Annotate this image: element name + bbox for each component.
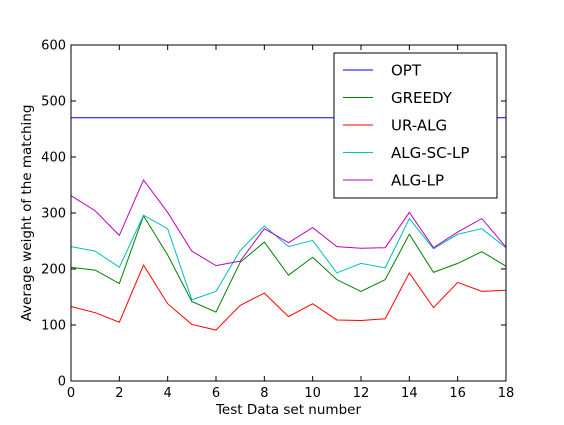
x-axis-label: Test Data set number (215, 402, 361, 418)
legend-entry: UR-ALG (343, 117, 447, 135)
legend-label: UR-ALG (391, 117, 447, 135)
x-tick-label: 0 (67, 386, 75, 401)
y-tick-label: 100 (41, 319, 66, 334)
y-tick-label: 500 (41, 95, 66, 110)
series-line-alg-lp (70, 178, 507, 267)
y-tick-label: 0 (58, 375, 66, 390)
y-tick-label: 200 (41, 263, 66, 278)
series-line-alg-sc-lp (70, 214, 507, 301)
x-tick-label: 16 (449, 386, 466, 401)
y-tick-label: 600 (41, 39, 66, 54)
legend-label: GREEDY (391, 89, 453, 107)
x-tick-label: 18 (498, 386, 515, 401)
tick-layer: 0 2 4 6 8 10 12 14 16 18 0 100 200 300 400 500 600 (41, 39, 514, 402)
legend-entry: ALG-LP (343, 172, 444, 190)
x-tick-label: 4 (164, 386, 172, 401)
y-tick-label: 400 (41, 151, 66, 166)
x-tick-label: 8 (260, 386, 268, 401)
x-tick-label: 6 (212, 386, 220, 401)
legend: OPT GREEDY UR-ALG ALG-SC-LP ALG-LP (333, 52, 498, 199)
y-axis-label: Average weight of the matching (19, 105, 35, 322)
series-line-ur-alg (70, 263, 507, 331)
x-tick-label: 2 (115, 386, 123, 401)
legend-entry: GREEDY (343, 89, 453, 107)
x-tick-label: 10 (304, 386, 321, 401)
legend-label: ALG-LP (391, 172, 444, 190)
legend-entry: ALG-SC-LP (343, 144, 469, 162)
x-tick-label: 12 (353, 386, 370, 401)
legend-label: ALG-SC-LP (391, 144, 469, 162)
x-tick-label: 14 (401, 386, 418, 401)
legend-entry: OPT (343, 62, 422, 80)
legend-label: OPT (391, 62, 422, 80)
legend-entries: OPT GREEDY UR-ALG ALG-SC-LP ALG-LP (343, 62, 469, 190)
y-tick-label: 300 (41, 207, 66, 222)
